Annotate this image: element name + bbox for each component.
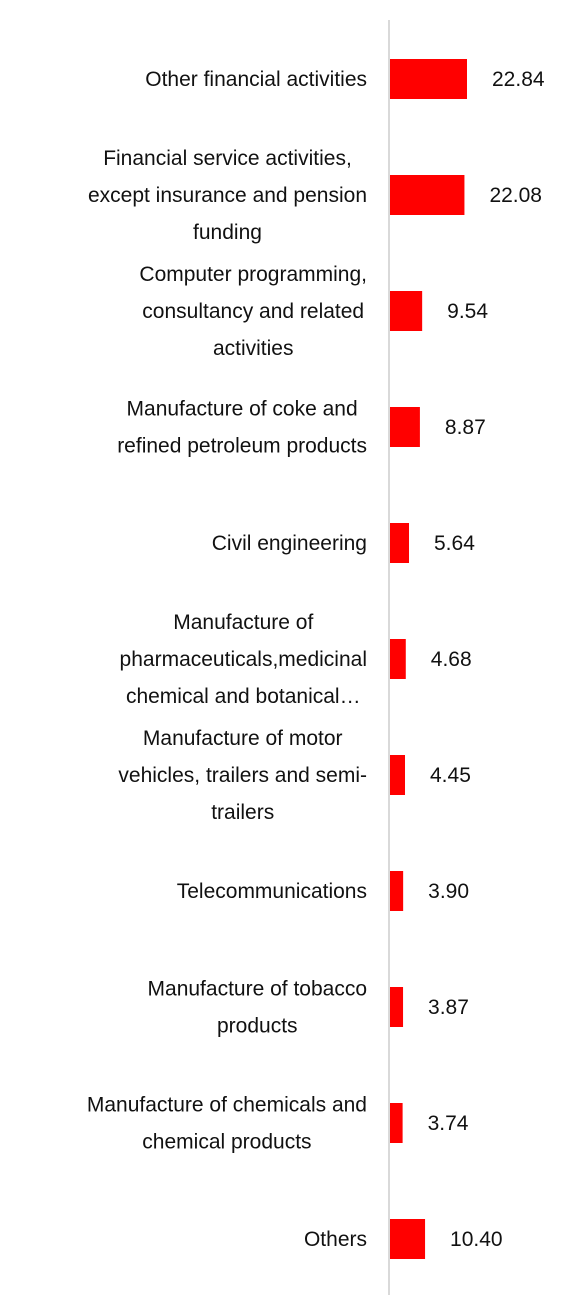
data-label: 4.68: [431, 648, 472, 671]
category-tick-label: Others: [304, 1228, 367, 1251]
category-tick-label: Manufacture of motor vehicles, trailers a…: [118, 727, 367, 824]
data-label: 4.45: [430, 764, 471, 787]
category-tick-label: Telecommunications: [177, 880, 367, 903]
data-label: 3.74: [428, 1112, 469, 1135]
category-tick-label: Other financial activities: [145, 68, 367, 91]
category-tick-label: Manufacture of pharmaceuticals,medicinal c…: [120, 611, 367, 708]
bar: [390, 59, 467, 99]
data-label: 22.84: [492, 68, 545, 91]
data-label: 3.87: [428, 996, 469, 1019]
bar: [390, 523, 410, 563]
bar: [390, 987, 404, 1027]
value-labels: 22.84 22.08 9.54 8.87 5.64 4.68 4.45 3.90 3.87 3.…: [428, 68, 545, 1251]
bar: [390, 291, 423, 331]
category-tick-label: Civil engineering: [212, 532, 367, 555]
bar: [390, 175, 465, 215]
data-label: 22.08: [489, 184, 542, 207]
data-label: 3.90: [428, 880, 469, 903]
data-label: 9.54: [447, 300, 488, 323]
bar: [390, 1219, 426, 1259]
bar: [390, 755, 406, 795]
bar: [390, 407, 420, 447]
category-tick-label: Financial service activities, except insu…: [88, 147, 367, 244]
category-tick-label: Computer programming, consultancy and rel…: [139, 263, 367, 360]
category-tick-label: Manufacture of chemicals and chemical pro…: [87, 1094, 367, 1154]
category-labels: Other financial activities Financial serv…: [87, 68, 367, 1251]
data-label: 5.64: [434, 532, 475, 555]
bars: [390, 59, 467, 1259]
bar: [390, 639, 406, 679]
data-label: 8.87: [445, 416, 486, 439]
bar: [390, 871, 404, 911]
category-tick-label: Manufacture of tobacco products: [148, 978, 367, 1038]
bar: [390, 1103, 403, 1143]
data-label: 10.40: [450, 1228, 503, 1251]
category-tick-label: Manufacture of coke and refined petroleum…: [117, 398, 367, 458]
